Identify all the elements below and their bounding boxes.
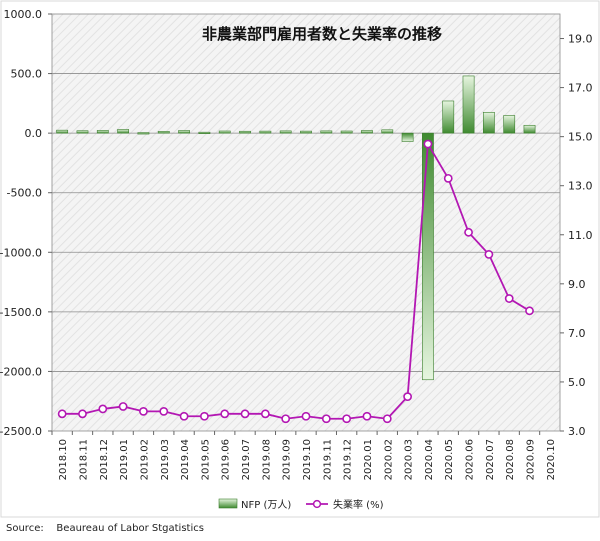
nfp-bar bbox=[76, 130, 89, 134]
x-tick-label: 2019.01 bbox=[119, 439, 130, 480]
right-tick-label: 13.0 bbox=[568, 180, 593, 193]
nfp-bar bbox=[361, 130, 373, 134]
nfp-bar bbox=[279, 130, 292, 134]
right-tick-label: 11.0 bbox=[568, 229, 593, 242]
unemployment-point bbox=[525, 306, 534, 316]
x-tick-label: 2019.02 bbox=[139, 439, 150, 480]
x-tick-label: 2020.10 bbox=[546, 439, 557, 480]
x-tick-label: 2020.08 bbox=[505, 439, 516, 480]
unemployment-point bbox=[57, 409, 67, 419]
nfp-bar bbox=[157, 131, 170, 134]
nfp-bar bbox=[422, 132, 434, 381]
x-tick-label: 2019.08 bbox=[261, 439, 272, 480]
x-tick-label: 2019.06 bbox=[221, 439, 232, 480]
nfp-bar bbox=[340, 130, 353, 134]
unemployment-point bbox=[260, 409, 270, 419]
nfp-bar bbox=[300, 130, 312, 134]
x-tick-label: 2019.05 bbox=[200, 439, 211, 480]
unemployment-point bbox=[159, 406, 169, 416]
unemployment-point bbox=[484, 249, 494, 259]
nfp-bar bbox=[442, 100, 455, 134]
unemployment-point bbox=[464, 227, 473, 237]
right-tick-label: 17.0 bbox=[568, 82, 593, 95]
nfp-bar bbox=[239, 130, 251, 134]
left-tick-label: -2000.0 bbox=[0, 365, 42, 378]
x-tick-label: 2020.04 bbox=[424, 439, 435, 480]
x-tick-label: 2020.05 bbox=[444, 439, 455, 480]
left-tick-label: 0.0 bbox=[25, 127, 43, 140]
unemployment-point bbox=[423, 139, 433, 149]
chart-title: 非農業部門雇用者数と失業率の推移 bbox=[202, 25, 442, 43]
nfp-bar bbox=[198, 131, 211, 134]
left-tick-label: 500.0 bbox=[11, 68, 43, 81]
right-tick-label: 5.0 bbox=[568, 376, 586, 389]
left-tick-label: -1000.0 bbox=[0, 246, 42, 259]
right-tick-label: 19.0 bbox=[568, 33, 593, 46]
left-tick-label: 1000.0 bbox=[4, 8, 43, 21]
nfp-bar bbox=[178, 130, 190, 134]
nfp-bar bbox=[503, 115, 516, 134]
unemployment-point bbox=[362, 411, 372, 421]
right-tick-label: 9.0 bbox=[568, 278, 586, 291]
x-tick-label: 2020.07 bbox=[485, 439, 496, 480]
nfp-bar bbox=[137, 132, 150, 135]
right-tick-label: 3.0 bbox=[568, 425, 586, 438]
nfp-bar bbox=[381, 129, 394, 134]
left-tick-label: -2500.0 bbox=[0, 425, 42, 438]
unemployment-point bbox=[179, 411, 189, 421]
unemployment-point bbox=[78, 409, 87, 419]
nfp-bar bbox=[320, 130, 333, 134]
x-tick-label: 2019.04 bbox=[180, 439, 191, 480]
nfp-bar bbox=[523, 124, 536, 134]
x-tick-label: 2019.10 bbox=[302, 439, 313, 480]
right-tick-label: 15.0 bbox=[568, 131, 593, 144]
legend-marker-unemployment bbox=[312, 499, 322, 509]
x-tick-label: 2020.09 bbox=[526, 439, 537, 480]
unemployment-point bbox=[220, 409, 230, 419]
unemployment-point bbox=[139, 406, 148, 416]
nfp-bar bbox=[401, 132, 414, 142]
unemployment-point bbox=[382, 414, 392, 424]
unemployment-point bbox=[403, 392, 412, 402]
unemployment-point bbox=[443, 173, 453, 183]
x-tick-label: 2020.01 bbox=[363, 439, 374, 480]
unemployment-point bbox=[342, 414, 352, 424]
x-tick-label: 2019.12 bbox=[343, 439, 354, 480]
x-tick-label: 2019.07 bbox=[241, 439, 252, 480]
unemployment-point bbox=[281, 414, 291, 424]
x-tick-label: 2018.12 bbox=[99, 439, 110, 480]
nfp-bar bbox=[462, 75, 475, 134]
x-tick-label: 2019.03 bbox=[160, 439, 171, 480]
x-tick-label: 2020.06 bbox=[465, 439, 476, 480]
unemployment-point bbox=[504, 294, 514, 303]
nfp-bar bbox=[482, 111, 495, 134]
x-tick-label: 2020.02 bbox=[383, 439, 394, 480]
legend-label-nfp: NFP (万人) bbox=[241, 499, 291, 511]
unemployment-point bbox=[199, 411, 209, 421]
nfp-bar bbox=[259, 130, 272, 134]
x-tick-label: 2018.11 bbox=[78, 439, 89, 480]
nfp-bar bbox=[56, 129, 69, 134]
right-tick-label: 7.0 bbox=[568, 327, 586, 340]
unemployment-point bbox=[240, 409, 250, 419]
legend-label-unemployment: 失業率 (%) bbox=[333, 498, 384, 511]
x-tick-label: 2020.03 bbox=[404, 439, 415, 480]
unemployment-point bbox=[118, 402, 128, 411]
left-tick-label: -500.0 bbox=[7, 187, 42, 200]
nfp-bar bbox=[117, 129, 130, 134]
left-tick-label: -1500.0 bbox=[0, 306, 42, 319]
unemployment-point bbox=[98, 404, 108, 414]
nfp-bar bbox=[218, 130, 231, 134]
x-tick-label: 2018.10 bbox=[58, 439, 69, 480]
x-tick-label: 2019.11 bbox=[322, 439, 333, 480]
unemployment-point bbox=[301, 411, 311, 421]
source-note: Source: Beaureau of Labor Stgatistics bbox=[6, 523, 204, 534]
x-tick-label: 2019.09 bbox=[282, 439, 293, 480]
plot-area bbox=[51, 13, 561, 432]
legend-swatch-nfp bbox=[218, 498, 238, 509]
nfp-bar bbox=[96, 130, 109, 134]
unemployment-point bbox=[321, 414, 331, 424]
